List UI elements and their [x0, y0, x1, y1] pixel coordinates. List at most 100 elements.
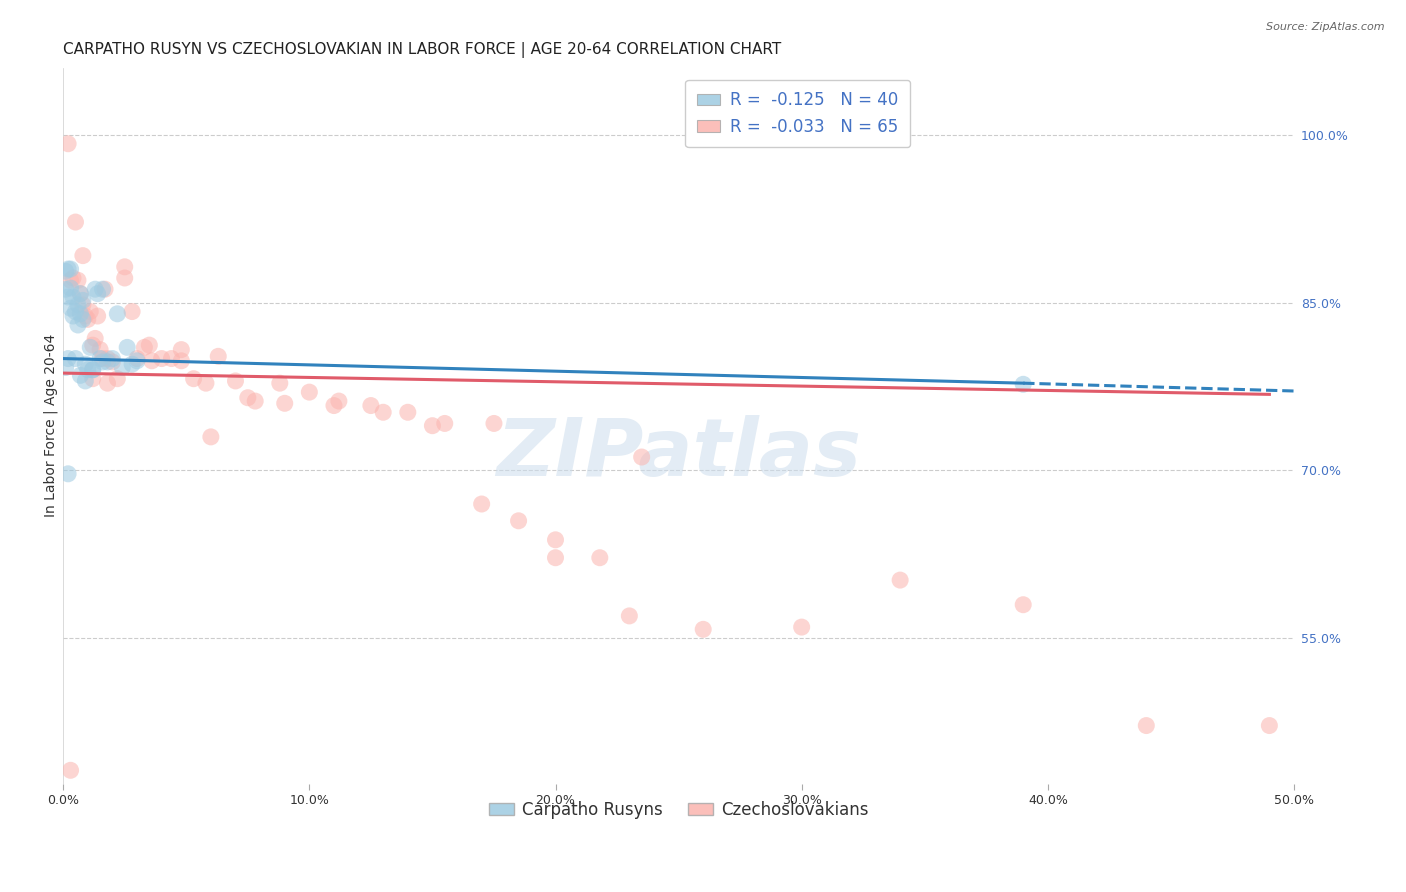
- Point: [508, 514, 530, 528]
- Point: [62, 290, 84, 304]
- Point: [544, 550, 567, 565]
- Point: [115, 340, 138, 354]
- Point: [65, 351, 87, 366]
- Point: [56, 467, 79, 481]
- Point: [692, 623, 714, 637]
- Point: [72, 312, 94, 326]
- Point: [790, 620, 813, 634]
- Point: [66, 318, 89, 332]
- Point: [160, 351, 183, 366]
- Point: [91, 351, 114, 366]
- Point: [141, 353, 163, 368]
- Point: [79, 304, 101, 318]
- Point: [66, 298, 89, 312]
- Point: [82, 338, 104, 352]
- Point: [62, 309, 84, 323]
- Point: [96, 351, 118, 366]
- Point: [121, 304, 143, 318]
- Point: [1135, 718, 1157, 732]
- Point: [134, 340, 156, 354]
- Point: [544, 533, 567, 547]
- Point: [65, 215, 87, 229]
- Text: ZIPatlas: ZIPatlas: [496, 416, 860, 493]
- Point: [59, 273, 82, 287]
- Point: [86, 286, 108, 301]
- Point: [56, 136, 79, 151]
- Point: [125, 353, 148, 368]
- Point: [101, 351, 124, 366]
- Point: [69, 368, 91, 383]
- Point: [76, 312, 98, 326]
- Point: [59, 764, 82, 778]
- Point: [89, 351, 111, 366]
- Point: [72, 249, 94, 263]
- Point: [194, 376, 217, 391]
- Point: [170, 343, 193, 357]
- Point: [84, 331, 107, 345]
- Point: [224, 374, 246, 388]
- Point: [360, 399, 382, 413]
- Point: [69, 286, 91, 301]
- Point: [72, 298, 94, 312]
- Point: [589, 550, 612, 565]
- Point: [101, 355, 124, 369]
- Point: [1012, 377, 1035, 392]
- Point: [433, 417, 456, 431]
- Point: [1012, 598, 1035, 612]
- Point: [105, 372, 128, 386]
- Point: [69, 286, 91, 301]
- Point: [86, 309, 108, 323]
- Point: [328, 394, 350, 409]
- Point: [150, 351, 173, 366]
- Point: [243, 394, 266, 409]
- Point: [96, 376, 118, 391]
- Point: [373, 405, 395, 419]
- Point: [471, 497, 494, 511]
- Point: [56, 262, 79, 277]
- Point: [114, 260, 136, 274]
- Point: [125, 351, 148, 366]
- Y-axis label: In Labor Force | Age 20-64: In Labor Force | Age 20-64: [44, 334, 58, 517]
- Point: [274, 396, 297, 410]
- Point: [72, 293, 94, 308]
- Point: [1258, 718, 1281, 732]
- Point: [111, 360, 134, 375]
- Point: [200, 430, 222, 444]
- Point: [619, 608, 641, 623]
- Point: [55, 282, 77, 296]
- Point: [183, 372, 205, 386]
- Point: [323, 399, 346, 413]
- Point: [82, 363, 104, 377]
- Point: [75, 309, 97, 323]
- Point: [82, 372, 104, 386]
- Point: [396, 405, 419, 419]
- Point: [55, 264, 77, 278]
- Point: [76, 363, 98, 377]
- Point: [482, 417, 505, 431]
- Point: [66, 273, 89, 287]
- Point: [91, 355, 114, 369]
- Point: [56, 290, 79, 304]
- Point: [96, 355, 118, 369]
- Point: [56, 351, 79, 366]
- Point: [89, 343, 111, 357]
- Point: [84, 282, 107, 296]
- Point: [59, 301, 82, 316]
- Point: [62, 271, 84, 285]
- Point: [121, 357, 143, 371]
- Point: [94, 282, 117, 296]
- Point: [82, 363, 104, 377]
- Point: [79, 340, 101, 354]
- Point: [298, 385, 321, 400]
- Point: [889, 573, 911, 587]
- Point: [59, 262, 82, 277]
- Point: [138, 338, 160, 352]
- Point: [59, 281, 82, 295]
- Point: [630, 450, 652, 464]
- Point: [422, 418, 444, 433]
- Point: [170, 353, 193, 368]
- Point: [236, 391, 259, 405]
- Point: [114, 271, 136, 285]
- Legend: Carpatho Rusyns, Czechoslovakians: Carpatho Rusyns, Czechoslovakians: [482, 794, 875, 825]
- Point: [75, 357, 97, 371]
